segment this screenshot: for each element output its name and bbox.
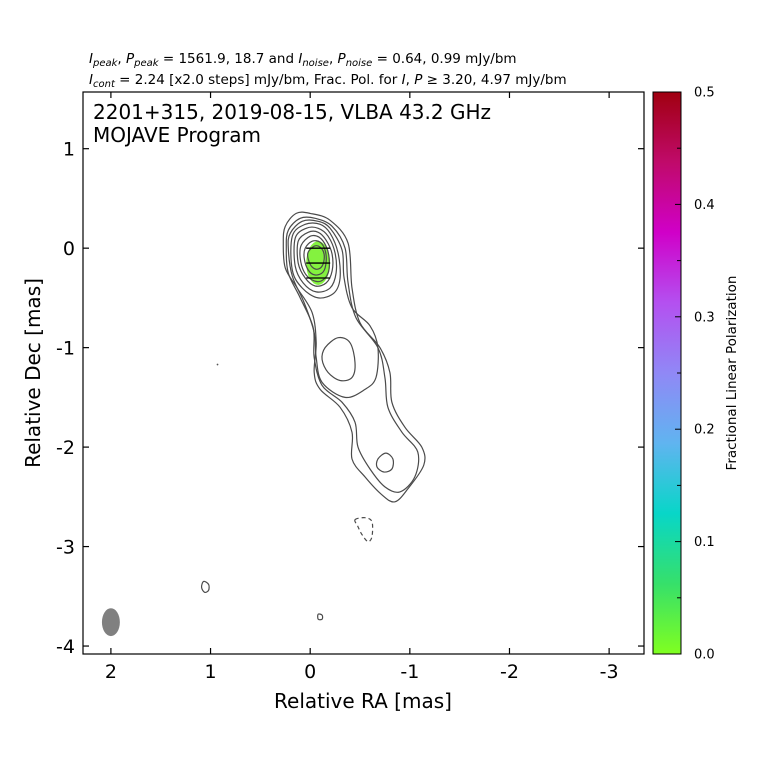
contour-level-9 <box>306 245 325 270</box>
plot-frame <box>82 91 645 655</box>
chart-title: 2201+315, 2019-08-15, VLBA 43.2 GHz <box>93 100 491 124</box>
colorbar-tick-label: 0.5 <box>694 86 715 101</box>
contour-level-3 <box>287 219 379 399</box>
x-tick-label: -2 <box>500 661 519 683</box>
contour-level-7 <box>299 234 330 283</box>
colorbar-tick-label: 0.1 <box>694 535 715 550</box>
colorbar-tick-label: 0.4 <box>694 198 715 213</box>
x-tick-label: -1 <box>400 661 419 683</box>
contour-level-4 <box>375 452 395 473</box>
contour-level-3 <box>321 336 356 382</box>
contour-level-6 <box>296 230 334 287</box>
colorbar-tick-label: 0.3 <box>694 310 715 325</box>
y-tick-label: -3 <box>56 537 75 559</box>
contour-level-8 <box>303 240 327 276</box>
contour-level-1 <box>317 613 324 621</box>
beam-ellipse <box>101 608 120 637</box>
noise-speck <box>216 363 219 366</box>
colorbar-tick-label: 0.0 <box>694 648 715 663</box>
contour-level-1 <box>200 580 210 594</box>
contour-level--1 <box>354 517 374 543</box>
x-axis-label: Relative RA [mas] <box>274 689 452 713</box>
header-line-2: Icont = 2.24 [x2.0 steps] mJy/bm, Frac. … <box>89 72 567 90</box>
contour-level-5 <box>293 226 338 293</box>
x-tick-label: -3 <box>600 661 619 683</box>
colorbar-tick-label: 0.2 <box>694 423 715 438</box>
x-tick-label: 0 <box>304 661 316 683</box>
y-tick-label: 0 <box>63 238 75 260</box>
contour-level-1 <box>282 211 426 503</box>
header-line-1: Ipeak, Ppeak = 1561.9, 18.7 and Inoise, … <box>89 51 517 69</box>
y-axis-label: Relative Dec [mas] <box>21 278 45 468</box>
y-tick-label: -1 <box>56 338 75 360</box>
axis-ticks: 2 1 0 -1 -2 -3 1 0 -1 -2 -3 -4 <box>56 92 644 683</box>
y-tick-label: 1 <box>63 139 75 161</box>
plot-content <box>101 211 426 637</box>
colorbar-ticks: 0.0 0.1 0.2 0.3 0.4 0.5 <box>675 86 715 663</box>
x-tick-label: 2 <box>105 661 117 683</box>
y-tick-label: -4 <box>56 636 75 658</box>
colorbar <box>652 91 682 655</box>
y-tick-label: -2 <box>56 437 75 459</box>
contour-level-4 <box>290 222 341 299</box>
chart-subtitle: MOJAVE Program <box>93 123 261 147</box>
x-tick-label: 1 <box>204 661 216 683</box>
colorbar-label: Fractional Linear Polarization <box>724 276 740 471</box>
